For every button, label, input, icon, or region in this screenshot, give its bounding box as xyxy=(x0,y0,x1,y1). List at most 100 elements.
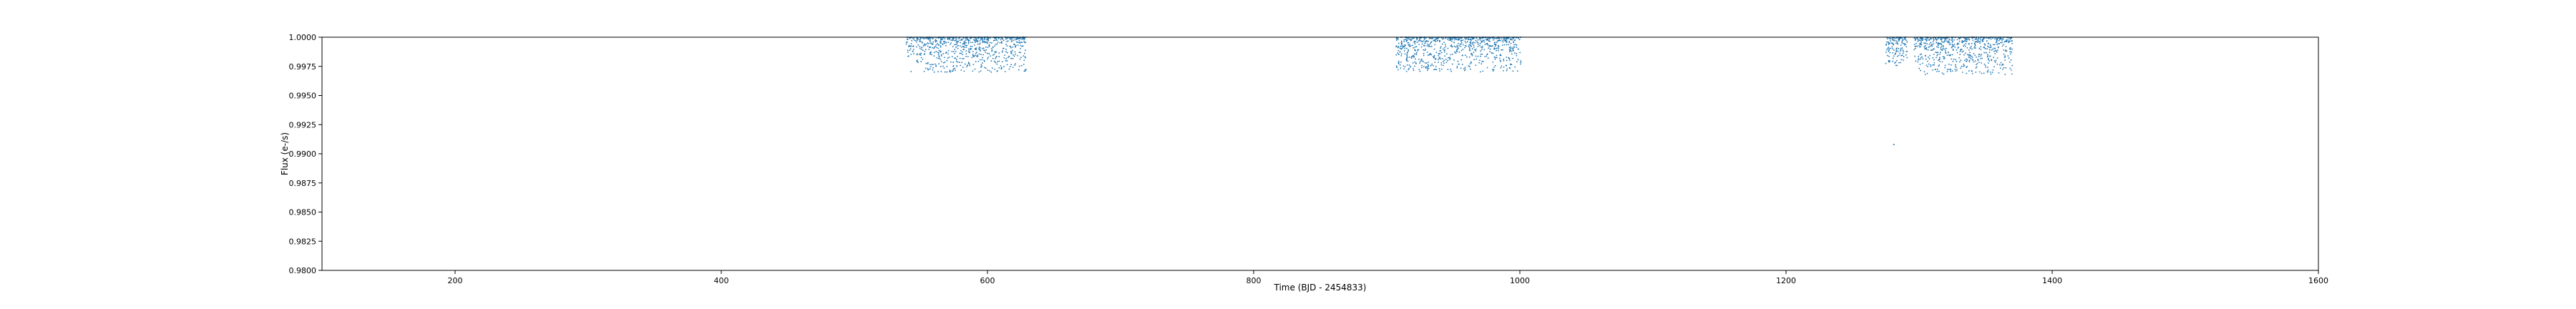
data-point xyxy=(1942,56,1944,58)
data-point xyxy=(1442,48,1444,50)
data-point xyxy=(2002,69,2004,70)
data-point xyxy=(1885,52,1887,53)
data-point xyxy=(1923,46,1926,48)
data-point xyxy=(1501,38,1503,40)
data-point xyxy=(953,44,955,46)
data-point xyxy=(1463,68,1465,69)
data-point xyxy=(1003,66,1005,68)
data-point xyxy=(1984,37,1986,39)
data-point xyxy=(1941,45,1943,47)
data-point xyxy=(935,64,937,67)
data-point xyxy=(1893,49,1895,51)
data-point xyxy=(1922,58,1924,59)
data-point xyxy=(1520,63,1521,65)
data-point xyxy=(1009,66,1011,68)
data-point xyxy=(1468,44,1470,46)
data-point xyxy=(1455,46,1457,48)
data-point xyxy=(1415,41,1417,43)
data-point xyxy=(1981,72,1983,74)
data-point xyxy=(1413,41,1415,44)
data-point xyxy=(1496,40,1498,42)
data-point xyxy=(950,71,952,73)
data-point xyxy=(1471,53,1473,55)
data-point xyxy=(1023,64,1025,65)
data-point xyxy=(980,47,981,49)
data-point xyxy=(1951,39,1953,41)
data-point xyxy=(1011,49,1013,52)
data-point xyxy=(1002,38,1004,40)
data-point xyxy=(1398,54,1400,56)
data-point xyxy=(1929,38,1931,40)
data-point xyxy=(1010,64,1013,66)
data-point xyxy=(1440,62,1443,64)
data-point xyxy=(1405,39,1407,41)
data-point xyxy=(1441,43,1443,45)
data-point xyxy=(981,65,983,67)
data-point xyxy=(968,49,970,51)
data-point xyxy=(1987,43,1989,44)
data-point xyxy=(1922,39,1923,41)
data-point xyxy=(1410,45,1412,47)
data-point xyxy=(937,43,938,44)
data-point xyxy=(1464,45,1466,46)
data-point xyxy=(1915,38,1917,39)
data-point xyxy=(919,40,921,41)
data-point xyxy=(1991,72,1994,74)
data-point xyxy=(1460,49,1463,52)
data-point xyxy=(957,38,960,39)
data-point xyxy=(1517,48,1519,50)
data-point xyxy=(935,65,937,67)
data-point xyxy=(959,45,961,46)
data-point xyxy=(1443,59,1445,62)
data-point xyxy=(1412,62,1414,64)
data-point xyxy=(1449,59,1450,61)
data-point xyxy=(1965,40,1967,42)
data-point xyxy=(1520,60,1522,62)
data-point xyxy=(1481,53,1483,55)
data-point xyxy=(1987,67,1989,68)
data-point xyxy=(1950,71,1951,72)
data-point xyxy=(1896,48,1898,50)
data-point xyxy=(1906,51,1908,52)
data-point xyxy=(962,54,964,56)
data-point xyxy=(955,44,957,45)
data-point xyxy=(969,64,971,67)
data-point xyxy=(1958,46,1959,48)
data-point xyxy=(1961,40,1963,41)
data-point xyxy=(1512,57,1514,59)
data-point xyxy=(2009,62,2011,63)
data-point xyxy=(1397,52,1399,54)
data-point xyxy=(1994,47,1996,49)
data-point xyxy=(1488,45,1491,46)
data-point xyxy=(1020,41,1022,44)
data-point xyxy=(1479,44,1480,46)
data-point xyxy=(1964,45,1966,47)
data-point xyxy=(1409,44,1410,45)
data-point xyxy=(1006,38,1008,39)
data-point xyxy=(1976,39,1978,40)
data-point xyxy=(965,56,967,57)
data-point xyxy=(1992,48,1994,50)
data-point xyxy=(1015,39,1016,41)
data-point xyxy=(1400,40,1402,42)
data-point xyxy=(976,55,977,57)
data-point xyxy=(1451,45,1453,47)
data-point xyxy=(1450,69,1451,70)
data-point xyxy=(1971,43,1973,44)
data-point xyxy=(1951,46,1953,49)
data-point xyxy=(970,48,972,50)
data-point xyxy=(946,52,947,54)
data-point xyxy=(1015,46,1016,48)
data-point xyxy=(1933,62,1936,64)
data-point xyxy=(2009,67,2011,69)
data-point xyxy=(1427,64,1429,66)
data-point xyxy=(1438,54,1440,57)
data-point xyxy=(1922,38,1924,40)
data-point xyxy=(1481,49,1483,51)
data-point xyxy=(1405,71,1407,72)
data-point xyxy=(2003,44,2004,46)
data-point xyxy=(1485,39,1488,41)
data-point xyxy=(1937,44,1939,46)
data-point xyxy=(1464,69,1465,72)
data-point xyxy=(1415,58,1416,60)
